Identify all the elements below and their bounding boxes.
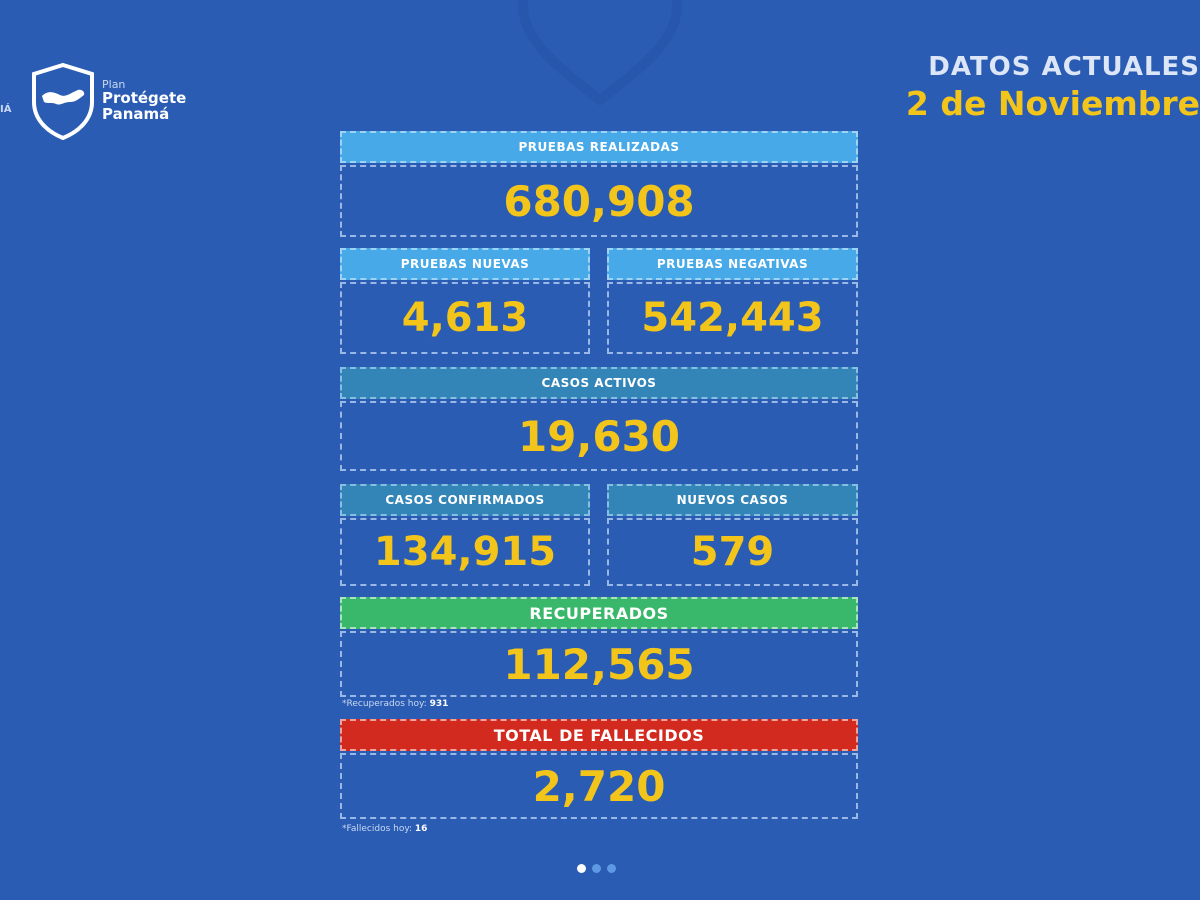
card-nuevos-casos: NUEVOS CASOS 579 <box>607 484 858 586</box>
card-pruebas-nuevas: PRUEBAS NUEVAS 4,613 <box>340 248 590 354</box>
card-recuperados: RECUPERADOS 112,565 <box>340 597 858 697</box>
card-pruebas-negativas: PRUEBAS NEGATIVAS 542,443 <box>607 248 858 354</box>
note-recuperados-value: 931 <box>429 699 449 709</box>
label-pruebas-realizadas: PRUEBAS REALIZADAS <box>340 131 858 163</box>
heart-watermark-icon <box>517 0 683 105</box>
label-casos-confirmados: CASOS CONFIRMADOS <box>340 484 590 516</box>
label-pruebas-negativas: PRUEBAS NEGATIVAS <box>607 248 858 280</box>
card-casos-activos: CASOS ACTIVOS 19,630 <box>340 367 858 471</box>
header-title: DATOS ACTUALES <box>928 52 1200 82</box>
card-pruebas-realizadas: PRUEBAS REALIZADAS 680,908 <box>340 131 858 237</box>
note-fallecidos-label: *Fallecidos hoy: <box>342 824 413 834</box>
label-nuevos-casos: NUEVOS CASOS <box>607 484 858 516</box>
value-recuperados: 112,565 <box>340 631 858 697</box>
header-datos-actuales: DATOS ACTUALES 2 de Noviembre <box>906 52 1200 123</box>
cropped-ministry-text: IÁ <box>0 104 12 115</box>
label-pruebas-nuevas: PRUEBAS NUEVAS <box>340 248 590 280</box>
plan-protegete-logo: Plan Protégete Panamá <box>30 62 186 140</box>
value-casos-activos: 19,630 <box>340 401 858 471</box>
header-date: 2 de Noviembre <box>905 84 1200 123</box>
label-casos-activos: CASOS ACTIVOS <box>340 367 858 399</box>
note-fallecidos-value: 16 <box>414 824 428 834</box>
logo-line-protegete: Protégete <box>102 89 187 108</box>
logo-line-panama: Panamá <box>102 104 170 123</box>
note-recuperados-label: *Recuperados hoy: <box>342 699 427 709</box>
value-pruebas-nuevas: 4,613 <box>340 282 590 354</box>
card-casos-confirmados: CASOS CONFIRMADOS 134,915 <box>340 484 590 586</box>
carousel-pagination <box>577 864 616 873</box>
logo-line-plan: Plan <box>102 78 126 92</box>
label-fallecidos: TOTAL DE FALLECIDOS <box>340 719 858 751</box>
shield-map-icon <box>32 62 94 140</box>
card-fallecidos: TOTAL DE FALLECIDOS 2,720 <box>340 719 858 819</box>
note-fallecidos-hoy: *Fallecidos hoy: 16 <box>342 824 427 834</box>
carousel-dot-1[interactable] <box>577 864 586 873</box>
carousel-dot-2[interactable] <box>592 864 601 873</box>
carousel-dot-3[interactable] <box>607 864 616 873</box>
value-nuevos-casos: 579 <box>607 518 858 586</box>
value-pruebas-negativas: 542,443 <box>607 282 858 354</box>
label-recuperados: RECUPERADOS <box>340 597 858 629</box>
note-recuperados-hoy: *Recuperados hoy: 931 <box>342 699 448 709</box>
value-casos-confirmados: 134,915 <box>340 518 590 586</box>
value-fallecidos: 2,720 <box>340 753 858 819</box>
value-pruebas-realizadas: 680,908 <box>340 165 858 237</box>
